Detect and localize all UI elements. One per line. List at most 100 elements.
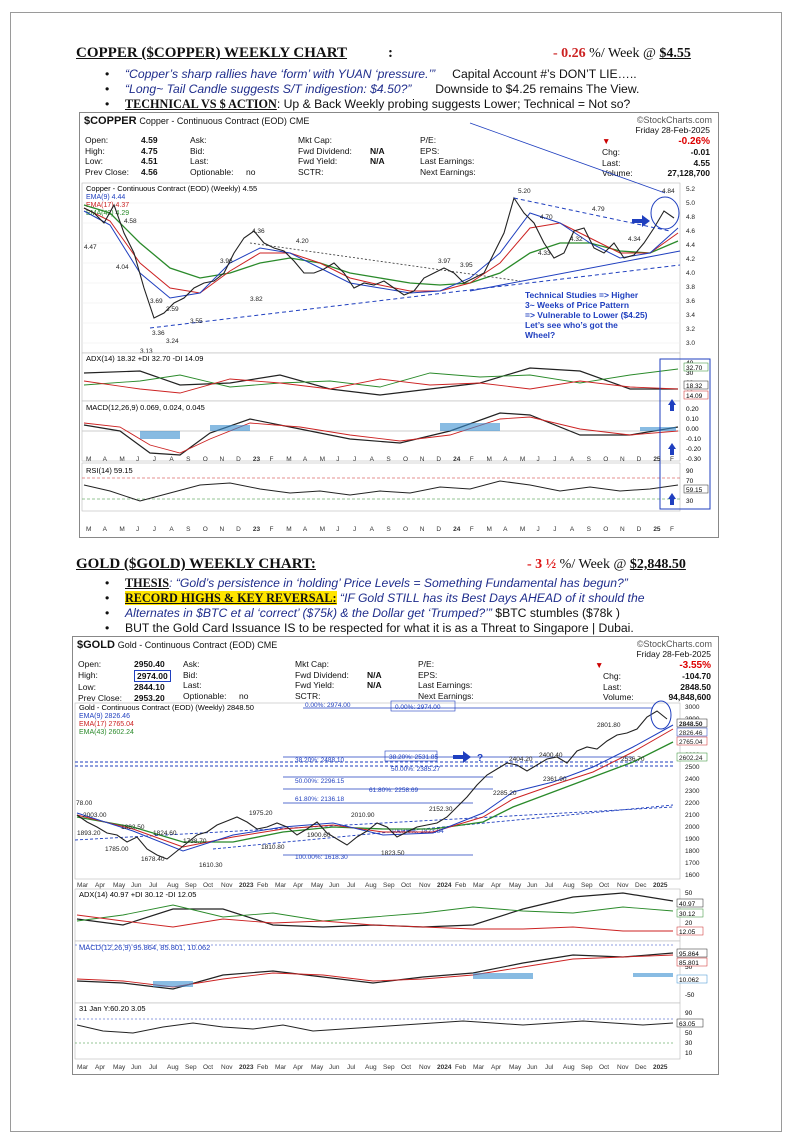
svg-text:78.00: 78.00 <box>76 800 93 807</box>
gold-bullet-1: THESIS: “Gold’s persistence in ‘holding’… <box>105 576 628 591</box>
x-tick-label: J <box>553 456 556 463</box>
copper-price-labels: 4.47 4.58 4.04 3.69 3.59 3.36 3.24 3.13 … <box>84 188 675 355</box>
svg-text:4.36: 4.36 <box>252 228 265 235</box>
x-tick-label: Apr <box>95 882 106 889</box>
x-tick-label: Mar <box>473 1064 485 1071</box>
x-tick-label: Jun <box>527 882 538 889</box>
x-tick-label: M <box>119 526 124 533</box>
svg-text:4.6: 4.6 <box>686 228 695 235</box>
copper-bullet-2: “Long~ Tail Candle suggests S/T indigest… <box>105 82 639 97</box>
svg-text:1785.00: 1785.00 <box>105 846 129 853</box>
x-tick-label: M <box>86 456 91 463</box>
svg-text:1678.40: 1678.40 <box>141 856 165 863</box>
svg-text:4.04: 4.04 <box>116 264 129 271</box>
gold-adx-values: 5040302010 40.97 30.12 12.05 <box>676 890 704 937</box>
svg-text:2602.24: 2602.24 <box>679 755 703 762</box>
x-tick-label: O <box>603 526 608 533</box>
x-tick-label: 2025 <box>653 882 668 889</box>
copper-weekly-change: - 0.26 %/ Week @ $4.55 <box>553 46 691 61</box>
x-tick-label: 23 <box>253 526 261 533</box>
svg-text:50.00%: 2385.27: 50.00%: 2385.27 <box>391 766 441 773</box>
svg-text:3000: 3000 <box>685 704 700 711</box>
x-tick-label: J <box>353 526 356 533</box>
x-tick-label: Oct <box>203 1064 213 1071</box>
x-tick-label: D <box>236 526 241 533</box>
x-tick-label: A <box>169 456 174 463</box>
svg-text:0.10: 0.10 <box>686 416 699 423</box>
svg-text:1700: 1700 <box>685 860 700 867</box>
question-mark-icon: ? <box>477 753 483 764</box>
x-tick-label: Oct <box>401 1064 411 1071</box>
x-tick-label: Jul <box>545 1064 554 1071</box>
svg-text:1900.60: 1900.60 <box>307 832 331 839</box>
svg-text:5.20: 5.20 <box>518 188 531 195</box>
copper-rsi-label: RSI(14) 59.15 <box>86 466 133 475</box>
svg-text:-0.20: -0.20 <box>686 446 701 453</box>
svg-text:-0.10: -0.10 <box>686 436 701 443</box>
svg-text:5.2: 5.2 <box>686 186 695 193</box>
svg-text:50.00%: 2296.15: 50.00%: 2296.15 <box>295 778 345 785</box>
svg-text:30.12: 30.12 <box>679 911 696 918</box>
gold-bullet-2: RECORD HIGHS & KEY REVERSAL: “IF Gold ST… <box>105 591 645 606</box>
copper-indicator-values: 32.70 18.32 14.09 59.15 <box>683 362 709 494</box>
copper-chart-graphic: Copper - Continuous Contract (EOD) (Week… <box>81 122 711 533</box>
svg-text:90: 90 <box>685 1010 693 1017</box>
x-tick-label: M <box>520 456 525 463</box>
svg-text:38.20%: 2531.85: 38.20%: 2531.85 <box>389 754 439 761</box>
svg-text:3.55: 3.55 <box>190 318 203 325</box>
x-tick-label: 2024 <box>437 882 452 889</box>
x-tick-label: May <box>311 882 324 889</box>
svg-text:Wheel?: Wheel? <box>525 330 555 340</box>
svg-text:3.97: 3.97 <box>438 258 451 265</box>
gold-quote-mid2: Mkt Cap: Fwd Dividend: N/A Fwd Yield: N/A … <box>295 659 382 701</box>
x-tick-label: A <box>169 526 174 533</box>
x-tick-label: 23 <box>253 456 261 463</box>
x-tick-label: May <box>509 882 522 889</box>
svg-text:61.80%: 2136.18: 61.80%: 2136.18 <box>295 796 345 803</box>
svg-text:0.00%: 2974.00: 0.00%: 2974.00 <box>305 702 351 709</box>
x-tick-label: N <box>219 526 224 533</box>
svg-text:3~ Weeks of Price Pattern: 3~ Weeks of Price Pattern <box>525 300 629 310</box>
gold-quote-mid: Ask: Bid: Last: Optionable: no <box>183 659 249 701</box>
x-tick-label: Aug <box>365 882 377 889</box>
svg-text:3.0: 3.0 <box>686 340 695 347</box>
x-tick-label: Dec <box>635 1064 647 1071</box>
x-tick-label: Sep <box>581 882 593 889</box>
svg-text:4.34: 4.34 <box>628 236 641 243</box>
x-tick-label: F <box>470 456 474 463</box>
svg-text:1810.80: 1810.80 <box>261 844 285 851</box>
x-tick-label: M <box>320 456 325 463</box>
x-tick-label: Jun <box>329 1064 340 1071</box>
x-tick-label: S <box>186 526 191 533</box>
svg-text:50: 50 <box>685 964 693 971</box>
x-tick-label: Apr <box>491 1064 502 1071</box>
gold-price-labels: 78.00 2003.00 1893.20 1882.50 1785.00 18… <box>76 722 645 869</box>
svg-text:2404.20: 2404.20 <box>509 756 533 763</box>
svg-text:100.00%: 1618.30: 100.00%: 1618.30 <box>295 854 348 861</box>
arrow-up-icon <box>668 493 676 505</box>
svg-text:2848.50: 2848.50 <box>679 721 703 728</box>
x-tick-label: M <box>119 456 124 463</box>
svg-text:1610.30: 1610.30 <box>199 862 223 869</box>
svg-text:2400: 2400 <box>685 776 700 783</box>
x-tick-label: M <box>486 456 491 463</box>
copper-bullet-3: TECHNICAL VS $ ACTION: Up & Back Weekly … <box>105 97 630 112</box>
svg-text:20: 20 <box>685 920 693 927</box>
svg-text:4.70: 4.70 <box>540 214 553 221</box>
x-tick-label: Jul <box>545 882 554 889</box>
x-tick-label: Aug <box>167 882 179 889</box>
svg-text:Technical Studies => Higher: Technical Studies => Higher <box>525 290 639 300</box>
x-tick-label: M <box>486 526 491 533</box>
x-tick-label: May <box>113 882 126 889</box>
x-tick-label: Sep <box>185 1064 197 1071</box>
arrow-right-icon <box>632 215 650 227</box>
svg-text:4.20: 4.20 <box>296 238 309 245</box>
copper-legend-ema43: EMA(43) 4.29 <box>86 210 129 217</box>
svg-text:5.0: 5.0 <box>686 200 695 207</box>
svg-text:2000: 2000 <box>685 824 700 831</box>
x-tick-label: S <box>386 456 391 463</box>
x-tick-label: S <box>386 526 391 533</box>
x-tick-label: Jun <box>329 882 340 889</box>
svg-text:30: 30 <box>685 1040 693 1047</box>
x-tick-label: J <box>153 526 156 533</box>
